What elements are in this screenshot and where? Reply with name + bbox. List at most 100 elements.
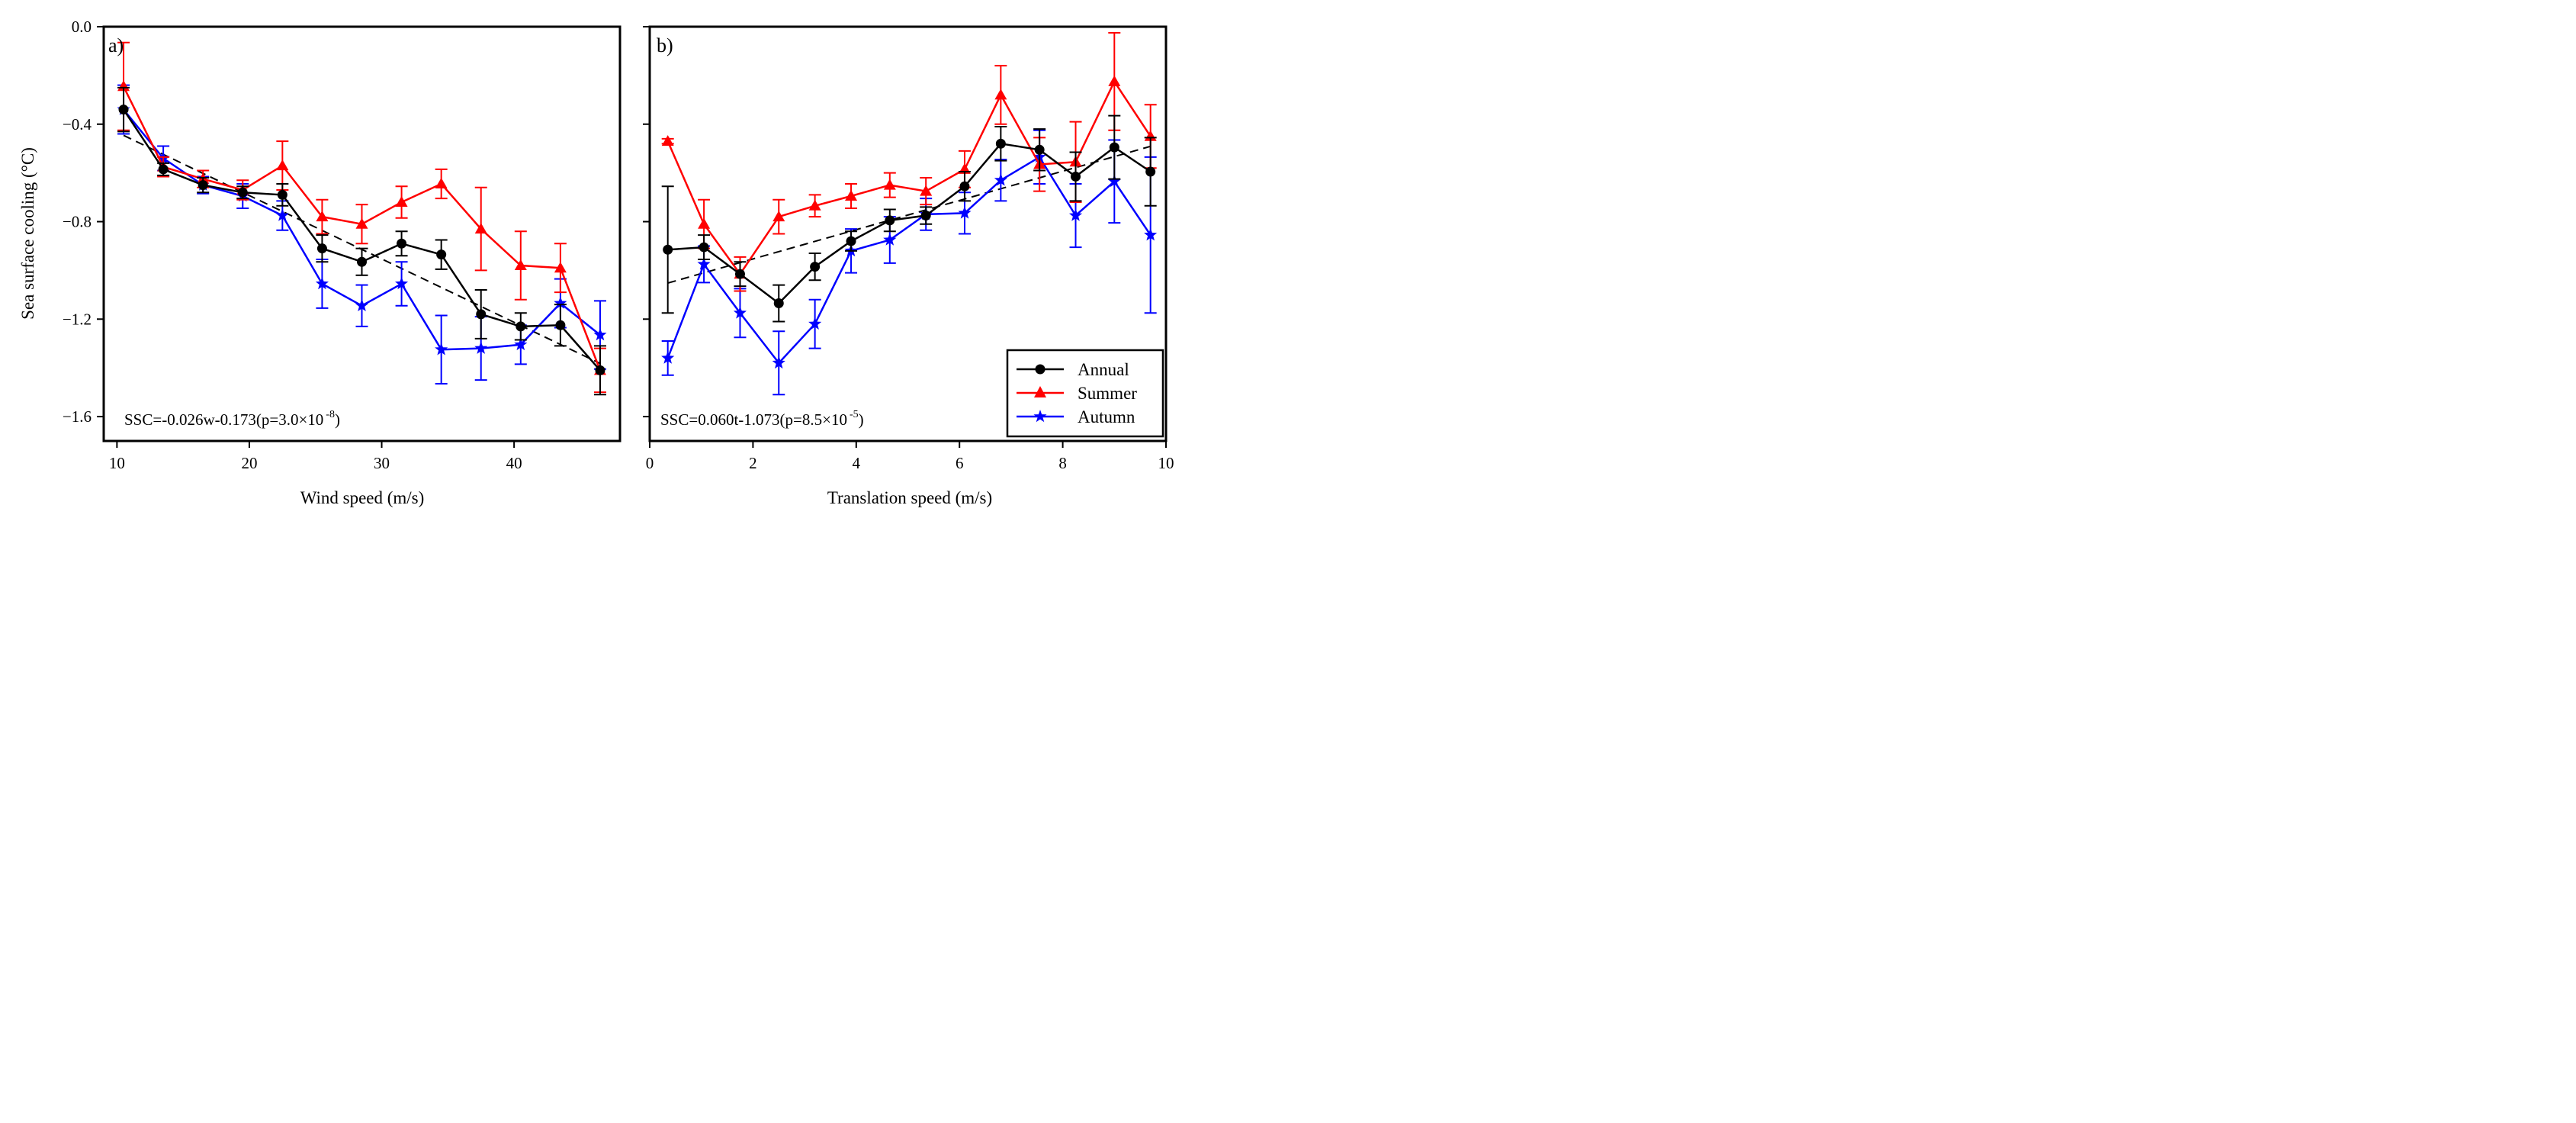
panel-b-equation: SSC=0.060t-1.073(p=8.5×10 -5)	[660, 409, 864, 429]
data-point-annual	[995, 138, 1006, 149]
data-point-summer	[514, 259, 527, 271]
data-point-autumn	[1144, 228, 1158, 241]
data-point-summer	[883, 179, 896, 190]
panel-a-label: a)	[108, 34, 124, 56]
y-tick-label: −1.2	[63, 310, 92, 328]
data-point-autumn	[1107, 174, 1121, 188]
legend-label-annual: Annual	[1078, 360, 1129, 379]
x-tick-label: 6	[956, 454, 964, 472]
data-point-annual	[158, 164, 169, 175]
data-point-summer	[845, 189, 858, 201]
data-point-summer	[474, 223, 487, 234]
legend-label-summer: Summer	[1078, 384, 1137, 403]
data-point-autumn	[808, 317, 822, 330]
data-point-annual	[357, 256, 367, 267]
x-tick-label: 0	[646, 454, 654, 472]
legend-marker-annual	[1035, 364, 1045, 375]
panel-b-equation-close: )	[859, 410, 864, 429]
series-line-autumn	[666, 156, 1151, 365]
data-point-annual	[846, 236, 856, 246]
legend: Annual Summer Autumn	[1006, 349, 1164, 438]
panel-a-frame	[102, 25, 622, 442]
legend-label-autumn: Autumn	[1078, 407, 1135, 426]
data-point-annual	[1109, 142, 1119, 153]
panel-b-equation-exponent: -5	[850, 409, 859, 420]
panel-a-equation-exponent: -8	[326, 409, 335, 420]
data-point-summer	[994, 88, 1007, 100]
legend-item-summer: Summer	[1017, 384, 1137, 403]
data-point-summer	[355, 217, 368, 229]
data-point-autumn	[554, 296, 567, 309]
data-point-autumn	[593, 328, 607, 341]
panel-b-xlabel: Translation speed (m/s)	[827, 488, 992, 507]
data-point-summer	[698, 217, 711, 229]
data-point-autumn	[514, 337, 528, 351]
data-point-autumn	[395, 277, 409, 290]
data-point-summer	[554, 262, 567, 273]
y-tick-label: −0.8	[63, 213, 92, 231]
data-point-summer	[276, 159, 289, 171]
panel-a: Sea surface cooling (°C) Wind speed (m/s…	[18, 18, 622, 507]
series-summer	[661, 31, 1157, 292]
data-point-annual	[1145, 166, 1156, 177]
data-point-annual	[885, 215, 895, 226]
series-annual	[661, 114, 1157, 323]
data-point-autumn	[355, 298, 369, 311]
data-point-annual	[1071, 171, 1081, 182]
data-point-autumn	[661, 351, 675, 364]
panel-a-equation-main: SSC=-0.026w-0.173(p=3.0×10	[124, 410, 323, 429]
data-point-autumn	[435, 343, 448, 356]
panel-b-equation-main: SSC=0.060t-1.073(p=8.5×10	[660, 410, 847, 429]
data-point-autumn	[733, 306, 747, 319]
legend-marker-summer	[1034, 386, 1046, 397]
fit-line	[667, 145, 1151, 284]
data-point-autumn	[315, 277, 329, 290]
data-point-annual	[277, 189, 287, 200]
series-line-annual	[667, 142, 1151, 305]
data-point-annual	[397, 238, 407, 249]
legend-marker-autumn	[1033, 410, 1047, 423]
data-point-annual	[436, 249, 447, 260]
data-point-summer	[1108, 75, 1121, 86]
data-point-summer	[435, 178, 448, 189]
x-tick-label: 40	[506, 454, 522, 472]
x-tick-label: 4	[853, 454, 861, 472]
data-point-annual	[118, 105, 129, 115]
data-point-annual	[920, 211, 931, 221]
legend-item-autumn: Autumn	[1017, 407, 1135, 426]
data-point-annual	[516, 321, 526, 332]
data-point-summer	[772, 211, 785, 222]
data-point-annual	[595, 365, 605, 375]
data-point-autumn	[1069, 208, 1083, 221]
x-tick-label: 30	[374, 454, 390, 472]
data-point-annual	[663, 244, 673, 255]
x-tick-label: 10	[1158, 454, 1174, 472]
data-point-autumn	[883, 233, 897, 246]
data-point-annual	[699, 242, 709, 253]
y-tick-label: −0.4	[63, 115, 92, 134]
data-point-annual	[1034, 144, 1045, 155]
legend-item-annual: Annual	[1017, 360, 1129, 379]
series-summer	[117, 41, 606, 394]
y-tick-label: −1.6	[63, 407, 92, 426]
figure: Sea surface cooling (°C) Wind speed (m/s…	[18, 18, 1174, 507]
data-point-autumn	[474, 341, 488, 354]
data-point-autumn	[958, 206, 972, 219]
panel-b-frame	[648, 25, 1168, 442]
data-point-summer	[661, 135, 674, 146]
data-point-annual	[555, 320, 566, 330]
data-point-annual	[198, 180, 208, 191]
x-tick-label: 20	[241, 454, 257, 472]
data-point-annual	[237, 187, 248, 198]
panel-a-series	[117, 41, 607, 396]
series-line-summer	[666, 79, 1151, 276]
panel-b-label: b)	[657, 34, 673, 56]
x-tick-label: 2	[749, 454, 757, 472]
series-annual	[117, 86, 606, 396]
data-point-annual	[476, 309, 487, 320]
panel-b: Translation speed (m/s) 0 2 4 6 8 10 b) SSC=0…	[643, 25, 1174, 507]
data-point-summer	[920, 185, 933, 196]
data-point-autumn	[275, 208, 289, 221]
data-point-annual	[959, 181, 970, 191]
panel-a-ticks: 10 20 30 40 0.0 −0.4 −0.8 −1.2 −1.6	[63, 18, 522, 472]
